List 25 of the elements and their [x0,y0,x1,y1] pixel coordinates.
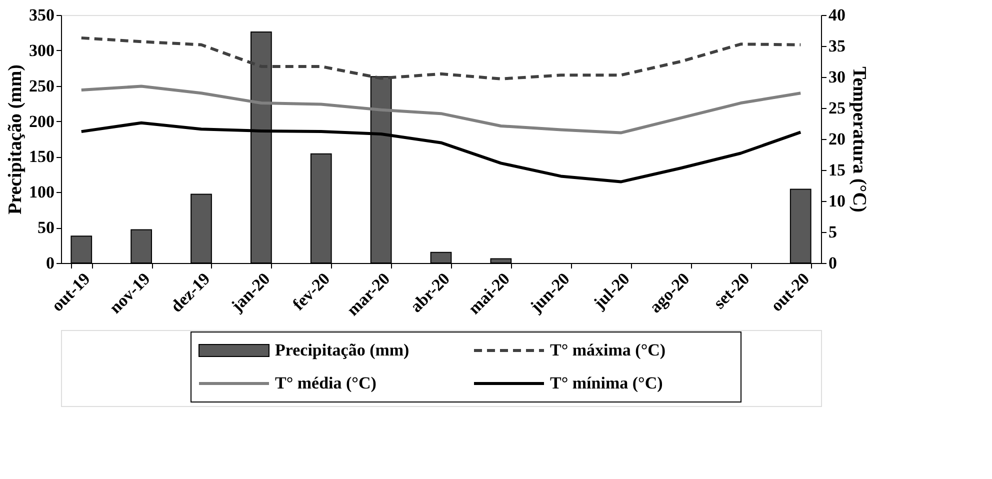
y-tick-label: 0 [46,254,54,272]
legend-label: Precipitação (mm) [275,340,410,360]
line-series [80,36,802,80]
y-axis-title: Precipitação (mm) [5,64,26,215]
y2-tick-label: 25 [828,98,846,118]
y-tick-label: 50 [38,218,54,238]
line-series [80,84,802,134]
y-tick-label: 300 [29,40,54,60]
y2-tick-label: 15 [828,160,846,180]
y2-tick-label: 0 [828,254,837,272]
y2-tick-label: 40 [828,6,846,24]
legend-label: T° máxima (°C) [550,340,666,360]
y-tick-label: 250 [29,76,54,96]
y-tick-label: 100 [29,182,54,202]
y2-tick-label: 30 [828,68,846,86]
y-tick-label: 200 [29,112,54,131]
y2-tick-label: 5 [828,222,837,242]
y2-tick-label: 20 [828,130,846,148]
legend-label: T° mínima (°C) [550,374,663,392]
legend-label: T° média (°C) [275,374,376,392]
y-tick-label: 150 [29,147,54,166]
y2-tick-label: 10 [828,192,846,210]
y2-tick-label: 35 [828,36,846,56]
y-tick-label: 350 [29,6,54,24]
y2-axis-title: Temperatura (°C) [848,66,870,212]
